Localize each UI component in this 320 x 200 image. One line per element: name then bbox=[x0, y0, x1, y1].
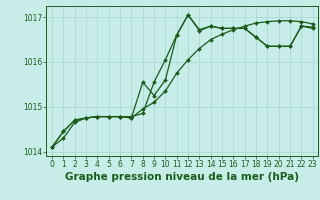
X-axis label: Graphe pression niveau de la mer (hPa): Graphe pression niveau de la mer (hPa) bbox=[65, 172, 300, 182]
